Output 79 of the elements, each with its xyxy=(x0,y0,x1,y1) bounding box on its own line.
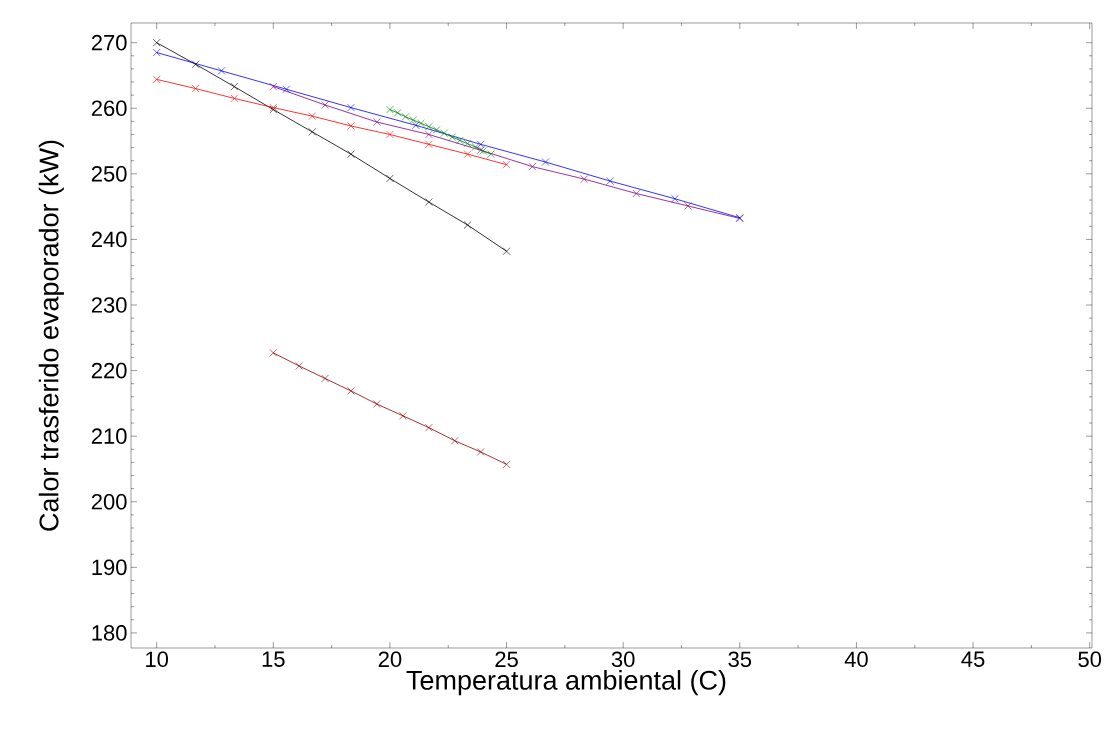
point xyxy=(463,139,472,148)
point xyxy=(463,150,472,158)
y-tick-label: 260 xyxy=(91,100,127,117)
point xyxy=(308,112,317,120)
point xyxy=(425,130,433,139)
point xyxy=(295,362,304,370)
point xyxy=(528,162,537,171)
y-tick-label: 230 xyxy=(91,297,127,313)
point xyxy=(282,85,291,94)
y-tick-label: 210 xyxy=(91,428,127,444)
point xyxy=(191,84,200,93)
point xyxy=(471,143,480,151)
point xyxy=(425,122,433,131)
x-tick-label: 40 xyxy=(844,651,868,668)
x-tick-label: 20 xyxy=(378,651,402,668)
point xyxy=(450,436,459,445)
x-tick-label: 35 xyxy=(728,651,752,668)
point xyxy=(321,101,329,109)
y-axis-title: Calor trasferido evaporador (kW) xyxy=(38,140,64,531)
y-tick-label: 200 xyxy=(91,493,127,510)
x-tick-label: 50 xyxy=(1078,651,1102,668)
point xyxy=(684,202,692,210)
point xyxy=(476,140,485,149)
x-tick-label: 10 xyxy=(146,651,169,668)
y-tick-label: 270 xyxy=(91,34,127,51)
x-tick-label: 30 xyxy=(611,651,635,668)
y-tick-label: 220 xyxy=(91,362,127,379)
point xyxy=(502,160,511,169)
point xyxy=(541,158,550,166)
point xyxy=(417,119,425,128)
point xyxy=(425,423,433,432)
point xyxy=(425,198,433,206)
y-tick-label: 240 xyxy=(91,231,127,248)
point xyxy=(347,387,355,395)
point xyxy=(401,112,410,121)
point xyxy=(399,412,407,420)
x-axis-title: Temperatura ambiental (C) xyxy=(406,669,726,696)
point xyxy=(230,94,239,103)
point xyxy=(321,374,329,383)
point xyxy=(463,221,472,229)
point xyxy=(393,109,402,117)
point xyxy=(152,38,161,47)
x-tick-label: 15 xyxy=(262,651,285,667)
point xyxy=(191,60,200,69)
point xyxy=(373,118,381,126)
point xyxy=(632,189,641,198)
point xyxy=(152,75,161,84)
point xyxy=(671,194,679,203)
point xyxy=(347,103,355,112)
point xyxy=(476,448,485,456)
point xyxy=(487,150,495,158)
point xyxy=(409,116,418,124)
point xyxy=(217,67,226,75)
point xyxy=(502,247,511,256)
point xyxy=(269,349,278,357)
point xyxy=(425,140,433,149)
point xyxy=(230,82,239,91)
y-tick-label: 180 xyxy=(92,625,127,641)
point xyxy=(269,82,278,91)
point xyxy=(347,150,355,158)
point xyxy=(373,400,381,408)
point xyxy=(580,175,589,183)
point xyxy=(386,105,394,114)
point xyxy=(502,460,511,469)
point xyxy=(386,174,394,183)
y-tick-label: 250 xyxy=(91,166,127,182)
point xyxy=(456,136,464,145)
point xyxy=(448,133,457,141)
point xyxy=(347,122,355,130)
x-tick-label: 45 xyxy=(961,651,985,667)
point xyxy=(606,177,614,185)
point xyxy=(386,130,394,139)
y-tick-label: 190 xyxy=(92,559,127,576)
point xyxy=(152,48,161,57)
point xyxy=(411,121,420,130)
point xyxy=(440,129,449,138)
point xyxy=(308,128,317,136)
x-tick-label: 25 xyxy=(495,651,518,668)
point xyxy=(432,126,441,134)
